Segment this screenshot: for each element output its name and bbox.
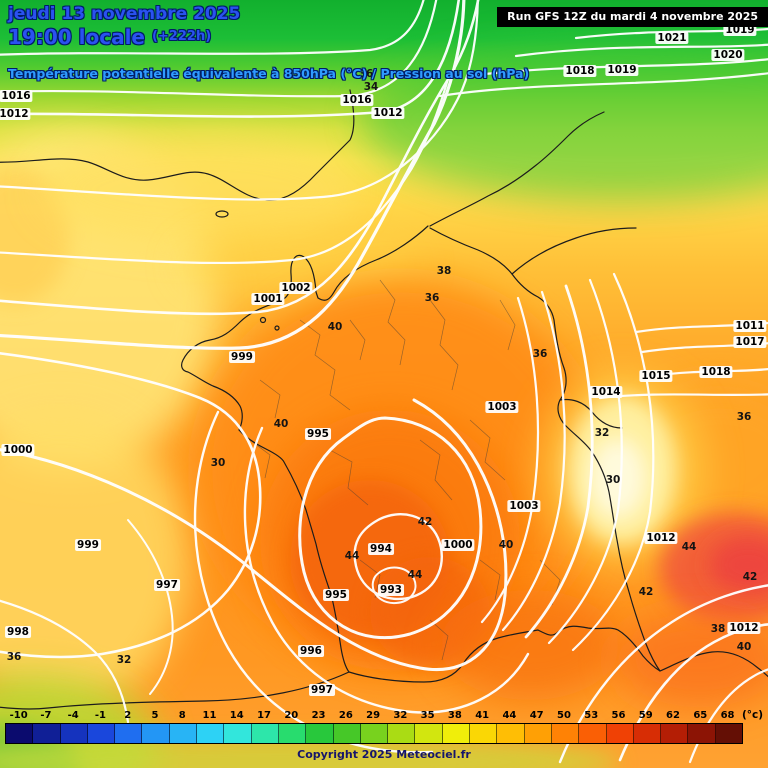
- scale-swatch: [388, 724, 416, 743]
- forecast-time-row: 19:00 locale (+222h): [8, 25, 240, 49]
- scale-swatch: [579, 724, 607, 743]
- scale-swatch: [278, 724, 307, 743]
- scale-swatch: [661, 724, 689, 743]
- scale-ticks: -10 -7 -4 -1 2 5 8 11 14 17 20 23 26 29 32 35 38 41 44 47 50…: [5, 710, 741, 721]
- coastlines: [0, 89, 768, 710]
- scale-swatch: [60, 724, 88, 743]
- scale-swatch: [306, 724, 334, 743]
- header: jeudi 13 novembre 2025 19:00 locale (+22…: [8, 4, 240, 49]
- france-east-border: [429, 227, 661, 672]
- scale-swatch: [360, 724, 389, 743]
- scale-tick: 32: [393, 710, 408, 721]
- scale-swatch: [715, 724, 743, 743]
- scale-tick: 35: [420, 710, 435, 721]
- scale-tick: -7: [40, 710, 52, 721]
- scale-tick: 68: [720, 710, 735, 721]
- department-boundaries: [249, 279, 561, 661]
- scale-swatch: [497, 724, 525, 743]
- scale-swatch: [470, 724, 498, 743]
- scale-swatch: [251, 724, 279, 743]
- scale-swatch: [415, 724, 443, 743]
- scale-tick: 2: [124, 710, 132, 721]
- continent-coast: [181, 225, 768, 683]
- scale-swatch: [551, 724, 580, 743]
- scale-swatch: [33, 724, 61, 743]
- scale-tick: 59: [638, 710, 653, 721]
- scale-tick: 20: [284, 710, 299, 721]
- scale-swatch: [197, 724, 225, 743]
- channel-belgium-coast: [429, 111, 605, 227]
- scale-unit: (°c): [742, 709, 764, 721]
- forecast-time: 19:00 locale: [8, 25, 145, 49]
- scale-swatch: [87, 724, 116, 743]
- isle-of-wight: [215, 210, 229, 218]
- scale-tick: 26: [338, 710, 353, 721]
- channel-island: [259, 316, 267, 324]
- scale-swatch: [333, 724, 361, 743]
- scale-tick: 65: [693, 710, 708, 721]
- scale-swatch: [142, 724, 170, 743]
- scale-tick: 56: [611, 710, 626, 721]
- forecast-date: jeudi 13 novembre 2025: [8, 4, 241, 24]
- spain-coast: [0, 671, 350, 710]
- scale-tick: -1: [94, 710, 106, 721]
- england-coast: [0, 89, 355, 201]
- scale-swatch: [6, 724, 34, 743]
- scale-tick: -10: [9, 710, 28, 721]
- scale-swatch: [224, 724, 252, 743]
- scale-tick: 29: [366, 710, 381, 721]
- forecast-offset: (+222h): [151, 29, 212, 44]
- map-subtitle: Température potentielle équivalente à 85…: [8, 66, 530, 81]
- scale-bar: [5, 723, 743, 744]
- scale-swatch: [606, 724, 634, 743]
- scale-swatch: [442, 724, 471, 743]
- scale-tick: 53: [584, 710, 599, 721]
- scale-tick: 5: [151, 710, 159, 721]
- scale-tick: 44: [502, 710, 517, 721]
- scale-tick: 50: [556, 710, 571, 721]
- scale-swatch: [524, 724, 552, 743]
- scale-swatch: [688, 724, 716, 743]
- scale-swatch: [169, 724, 198, 743]
- scale-swatch: [115, 724, 143, 743]
- scale-tick: 41: [475, 710, 490, 721]
- run-info-box: Run GFS 12Z du mardi 4 novembre 2025: [497, 7, 768, 27]
- scale-tick: 38: [447, 710, 462, 721]
- copyright: Copyright 2025 Meteociel.fr: [297, 748, 471, 761]
- scale-tick: 17: [257, 710, 271, 721]
- scale-tick: 47: [529, 710, 544, 721]
- scale-tick: 8: [178, 710, 186, 721]
- scale-swatch: [633, 724, 662, 743]
- scale-tick: 23: [311, 710, 326, 721]
- scale-tick: 14: [229, 710, 244, 721]
- scale-tick: -4: [67, 710, 79, 721]
- temperature-field-blobs: [0, 40, 768, 768]
- benelux-border: [511, 227, 637, 275]
- scale-tick: 11: [202, 710, 217, 721]
- channel-island: [274, 325, 280, 331]
- scale-tick: 62: [666, 710, 680, 721]
